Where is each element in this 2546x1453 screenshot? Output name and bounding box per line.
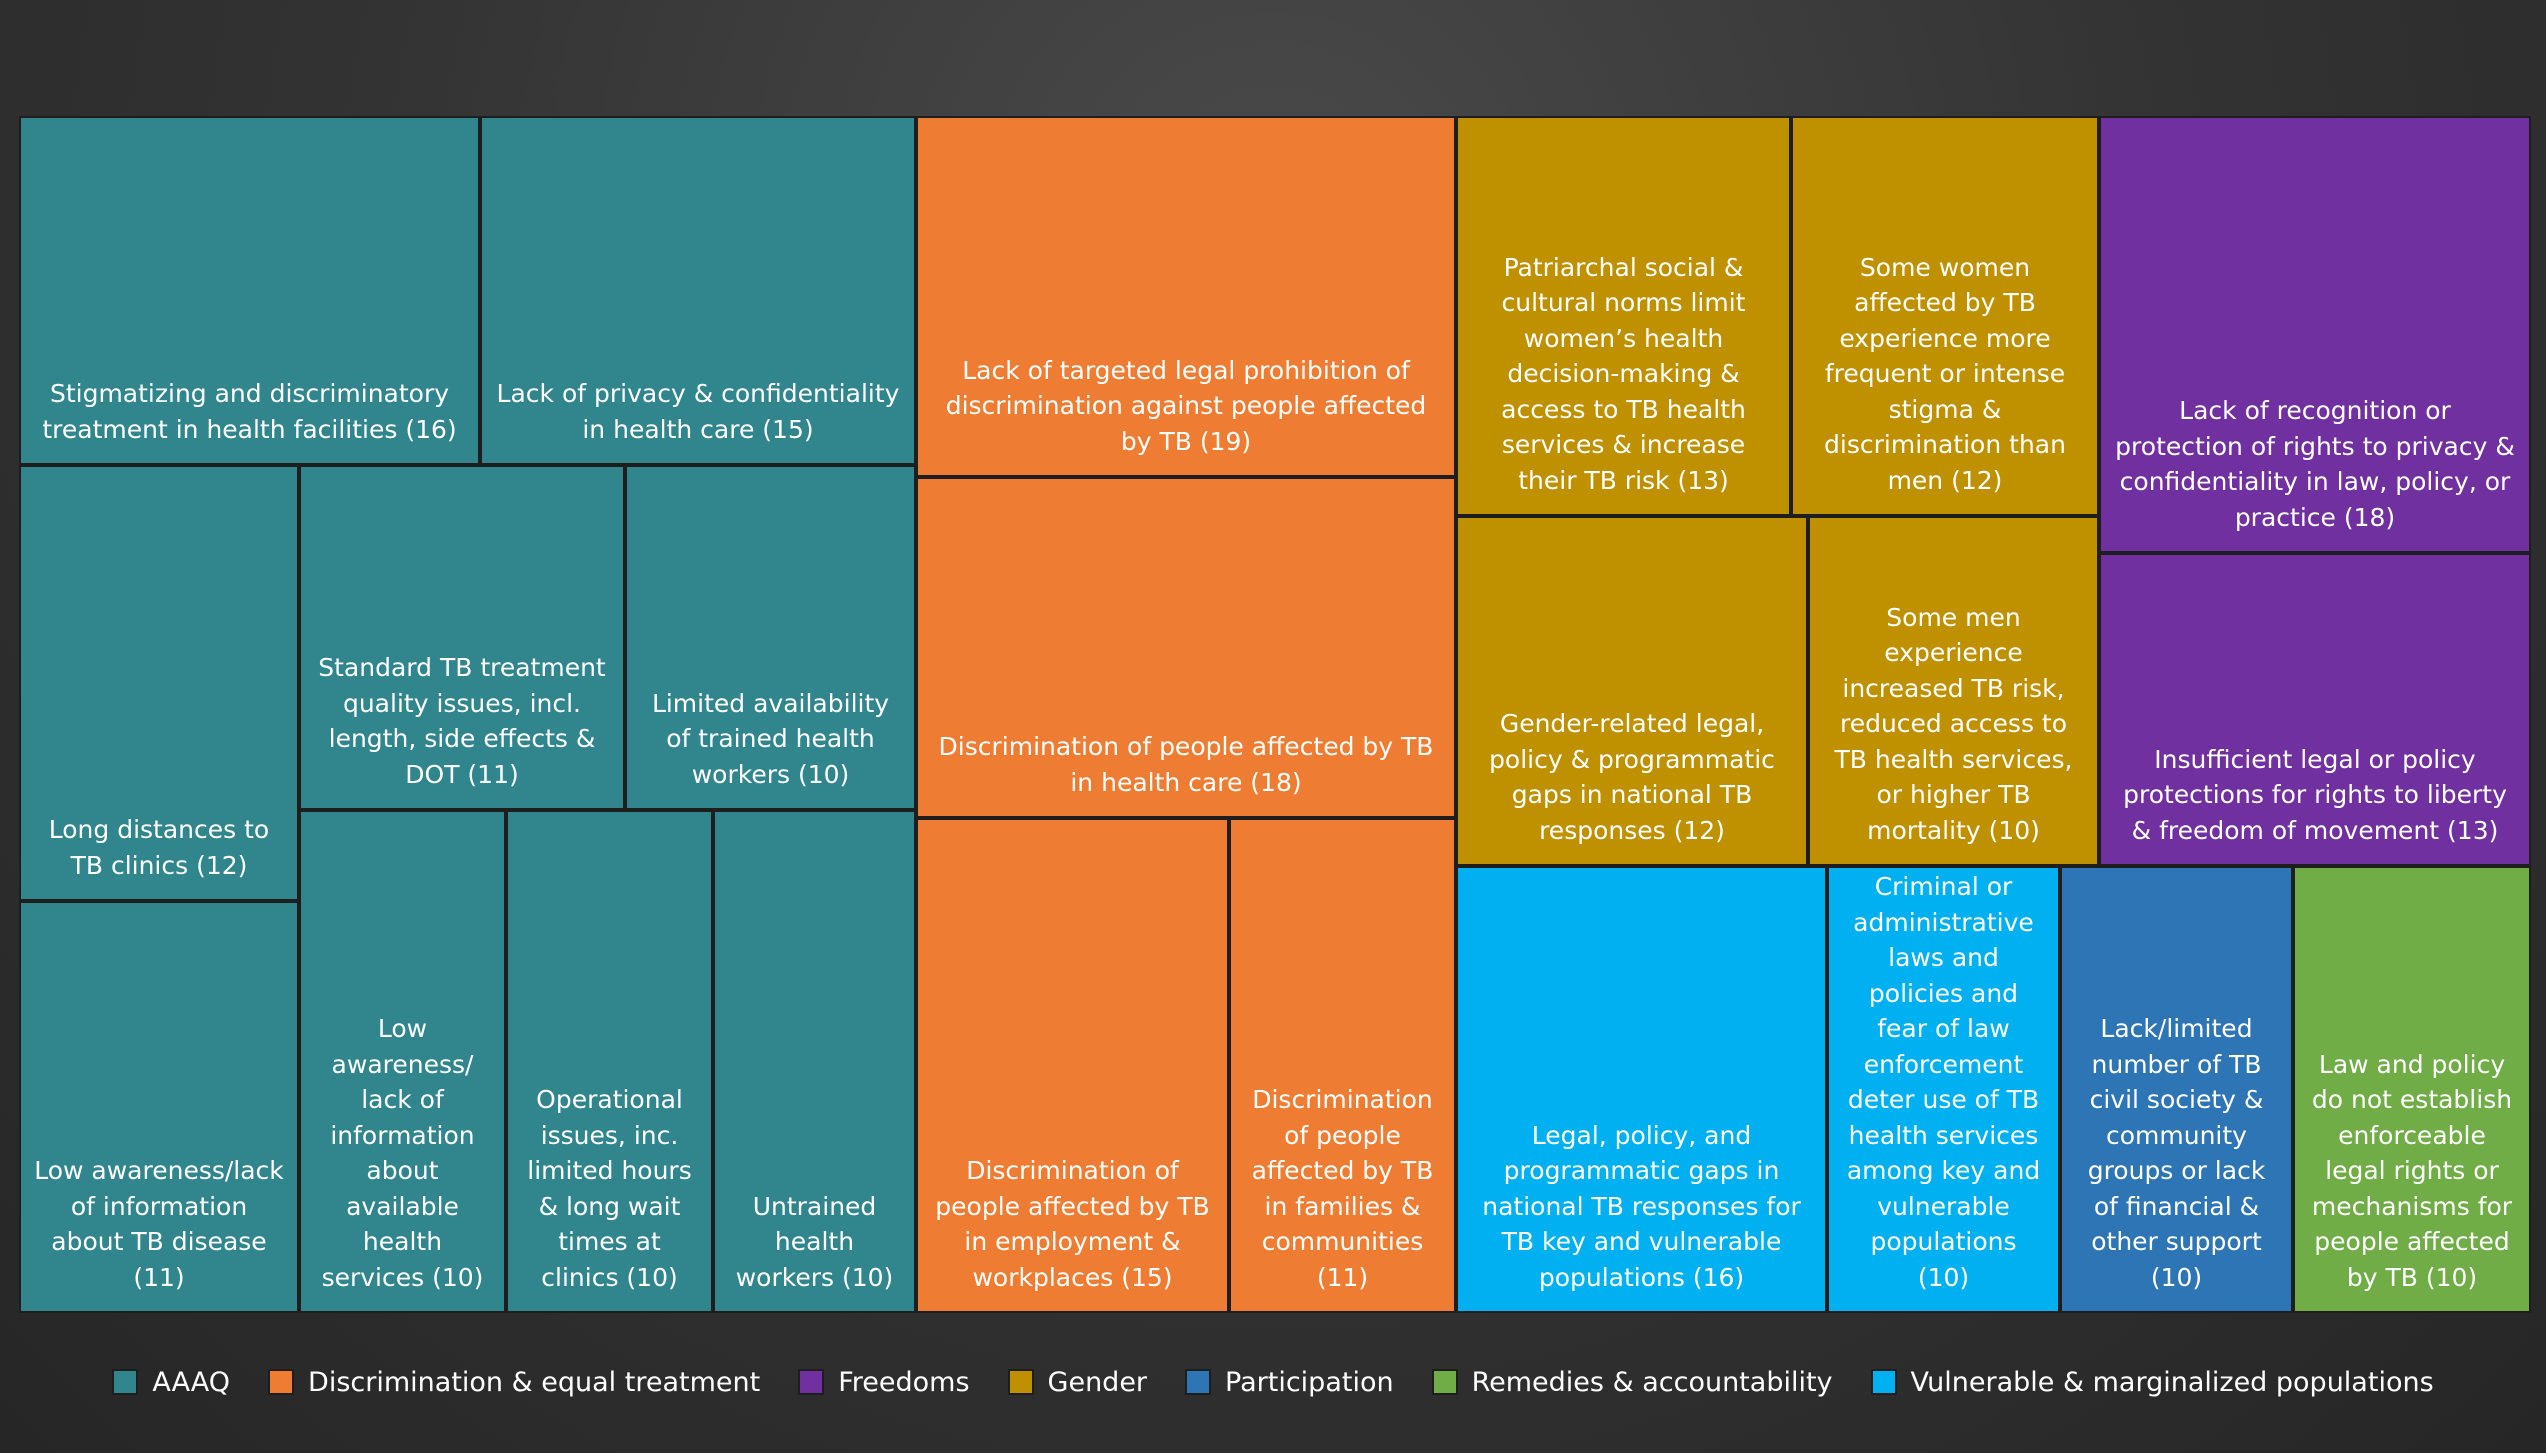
legend-swatch [112,1369,139,1395]
treemap-cell-gender: Some women affected by TB experience mor… [1791,116,2099,516]
treemap-cell-gender: Patriarchal social & cultural norms limi… [1456,116,1791,516]
legend-swatch [1870,1369,1897,1395]
treemap-cell-label: Stigmatizing and discriminatory treatmen… [42,379,457,444]
legend-label: Discrimination & equal treatment [308,1366,761,1398]
treemap-cell-label: Discrimination of people affected by TB … [935,1156,1210,1292]
legend-item-remedies: Remedies & accountability [1431,1366,1833,1398]
treemap-cell-label: Lack of targeted legal prohibition of di… [945,355,1427,456]
treemap-cell-label: Gender-related legal, policy & programma… [1489,709,1775,845]
legend-swatch [1007,1369,1034,1395]
treemap-cell-freedoms: Lack of recognition or protection of rig… [2099,116,2531,553]
legend-swatch [268,1369,295,1395]
legend-label: Remedies & accountability [1471,1366,1833,1398]
treemap-cell-aaaq: Standard TB treatment quality issues, in… [299,465,625,810]
treemap-cell-discrimination: Discrimination of people affected by TB … [1229,818,1456,1313]
legend-swatch [1431,1369,1458,1395]
treemap-cell-label: Discrimination of people affected by TB … [938,732,1434,797]
treemap-cell-remedies: Law and policy do not establish enforcea… [2293,866,2531,1313]
treemap-cell-aaaq: Limited availability of trained health w… [625,465,916,810]
treemap-cell-discrimination: Discrimination of people affected by TB … [916,477,1456,818]
treemap-chart: Stigmatizing and discriminatory treatmen… [19,116,2531,1313]
treemap-cell-label: Untrained health workers (10) [735,1191,894,1292]
treemap-cell-participation: Lack/limited number of TB civil society … [2060,866,2293,1313]
legend-label: Participation [1225,1366,1394,1398]
treemap-cell-aaaq: Operational issues, inc. limited hours &… [506,810,713,1313]
legend-item-vulnerable: Vulnerable & marginalized populations [1870,1366,2434,1398]
treemap-cell-label: Operational issues, inc. limited hours &… [527,1085,692,1292]
legend-label: Freedoms [838,1366,970,1398]
treemap-cell-label: Limited availability of trained health w… [651,688,890,789]
treemap-cell-label: Low awareness/ lack of information about… [321,1014,484,1292]
treemap-cell-freedoms: Insufficient legal or policy protections… [2099,553,2531,866]
legend-label: Vulnerable & marginalized populations [1910,1366,2434,1398]
treemap-cell-label: Lack of recognition or protection of rig… [2115,396,2515,532]
treemap-cell-label: Some men experience increased TB risk, r… [1834,602,2073,845]
legend-swatch [798,1369,825,1395]
treemap-cell-label: Lack of privacy & confidentiality in hea… [496,379,900,444]
treemap-cell-label: Some women affected by TB experience mor… [1824,252,2066,495]
treemap-cell-aaaq: Long distances to TB clinics (12) [19,465,299,901]
treemap-cell-label: Low awareness/lack of information about … [34,1156,284,1292]
treemap-cell-gender: Gender-related legal, policy & programma… [1456,516,1808,866]
treemap-cell-discrimination: Discrimination of people affected by TB … [916,818,1229,1313]
legend-item-freedoms: Freedoms [798,1366,970,1398]
legend-item-aaaq: AAAQ [112,1367,230,1398]
legend-label: AAAQ [152,1366,231,1398]
treemap-cell-label: Lack/limited number of TB civil society … [2087,1014,2266,1292]
chart-legend: AAAQ Discrimination & equal treatment Free… [0,1362,2546,1402]
treemap-cell-label: Law and policy do not establish enforcea… [2311,1049,2513,1292]
treemap-cell-vulnerable: Criminal or administrative laws and poli… [1827,866,2060,1313]
treemap-cell-aaaq: Untrained health workers (10) [713,810,916,1313]
legend-label: Gender [1047,1366,1148,1398]
legend-swatch [1185,1369,1212,1395]
treemap-cell-label: Discrimination of people affected by TB … [1251,1085,1434,1292]
treemap-cell-label: Long distances to TB clinics (12) [48,815,270,880]
treemap-cell-vulnerable: Legal, policy, and programmatic gaps in … [1456,866,1827,1313]
legend-item-participation: Participation [1185,1367,1394,1398]
treemap-cell-label: Insufficient legal or policy protections… [2123,744,2507,845]
treemap-cell-discrimination: Lack of targeted legal prohibition of di… [916,116,1456,477]
treemap-cell-aaaq: Stigmatizing and discriminatory treatmen… [19,116,480,465]
legend-item-discrimination: Discrimination & equal treatment [268,1367,760,1398]
treemap-cell-label: Patriarchal social & cultural norms limi… [1501,252,1746,495]
legend-item-gender: Gender [1007,1366,1148,1398]
treemap-cell-aaaq: Lack of privacy & confidentiality in hea… [480,116,916,465]
treemap-cell-label: Legal, policy, and programmatic gaps in … [1482,1120,1801,1292]
treemap-cell-label: Standard TB treatment quality issues, in… [318,653,606,789]
treemap-cell-aaaq: Low awareness/ lack of information about… [299,810,506,1313]
treemap-cell-label: Criminal or administrative laws and poli… [1846,872,2041,1292]
treemap-cell-gender: Some men experience increased TB risk, r… [1808,516,2099,866]
treemap-cell-aaaq: Low awareness/lack of information about … [19,901,299,1313]
